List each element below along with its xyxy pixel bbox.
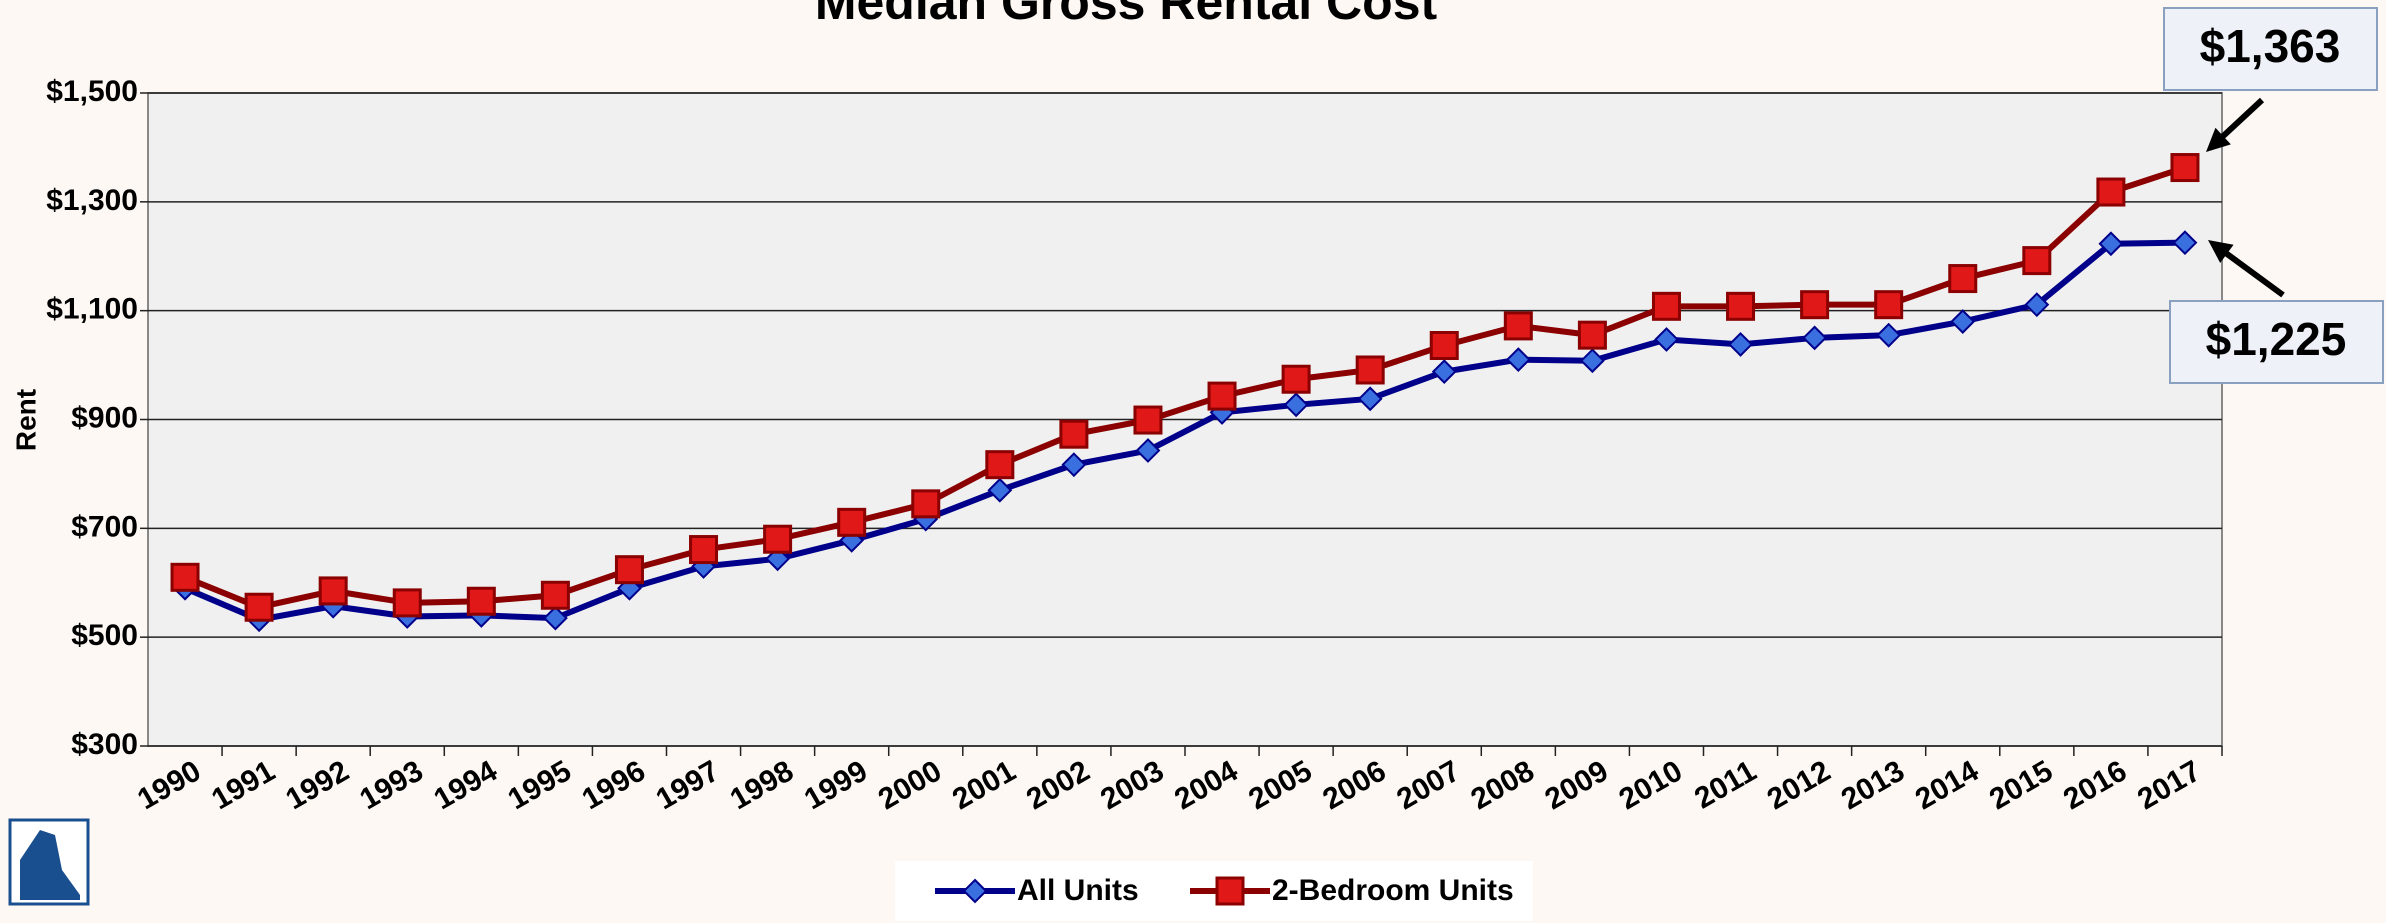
y-tick-label: $1,500 (46, 75, 138, 108)
marker (466, 586, 496, 616)
marker (985, 450, 1015, 480)
marker (392, 588, 422, 618)
marker (837, 507, 867, 537)
logo (8, 818, 90, 906)
marker (1281, 364, 1311, 394)
marker (1207, 381, 1237, 411)
marker (1215, 876, 1245, 906)
annotation-box (2169, 300, 2384, 384)
marker (1283, 392, 1309, 418)
arrow-head (2206, 127, 2231, 152)
annotation-arrow (2214, 243, 2285, 298)
marker (1651, 291, 1681, 321)
marker (1654, 327, 1679, 352)
marker (1135, 438, 1161, 463)
marker (2022, 246, 2052, 276)
marker (318, 576, 348, 606)
y-tick-label: $1,300 (46, 184, 138, 217)
legend-label: All Units (1017, 874, 1139, 907)
series (170, 153, 2200, 622)
annotation: $1,363 (2200, 20, 2341, 72)
series-line (183, 164, 2186, 611)
annotation-box (2163, 7, 2378, 91)
y-tick-label: $1,100 (46, 293, 138, 326)
marker (614, 555, 644, 585)
marker (1431, 359, 1457, 385)
marker (1059, 419, 1089, 449)
marker (1726, 291, 1756, 321)
y-tick-label: $700 (71, 510, 138, 543)
marker (1503, 311, 1533, 341)
chart-title: Median Gross Rental Cost (815, 0, 1438, 30)
marker (763, 524, 793, 554)
marker (1950, 309, 1976, 334)
marker (1876, 322, 1902, 348)
marker (542, 605, 568, 631)
marker (2170, 153, 2200, 183)
marker (1357, 386, 1383, 412)
marker (170, 562, 200, 592)
marker (2096, 177, 2126, 207)
series-line (183, 239, 2186, 623)
marker (2024, 292, 2050, 318)
logo-shape (20, 830, 80, 900)
marker (2098, 231, 2124, 257)
marker (689, 535, 719, 565)
y-tick-label: $500 (71, 619, 138, 652)
arrow-head (2208, 240, 2234, 263)
marker (1577, 320, 1607, 350)
y-tick-label: $900 (71, 401, 138, 434)
marker (540, 580, 570, 610)
marker (1505, 347, 1531, 373)
marker (911, 489, 941, 519)
marker (1800, 290, 1830, 320)
legend-label: 2-Bedroom Units (1272, 874, 1514, 907)
y-axis-label: Rent (10, 389, 41, 451)
marker (1874, 290, 1904, 320)
marker (1061, 452, 1087, 478)
marker (1802, 325, 1828, 351)
marker (1728, 331, 1753, 357)
marker (987, 477, 1013, 503)
marker (1948, 264, 1978, 294)
marker (1579, 348, 1605, 374)
marker (1355, 355, 1385, 385)
marker (244, 592, 274, 622)
marker (2172, 230, 2198, 256)
marker (962, 878, 988, 904)
y-tick-label: $300 (71, 728, 138, 761)
annotation: $1,225 (2206, 313, 2347, 365)
marker (1429, 330, 1459, 360)
marker (1133, 405, 1163, 435)
